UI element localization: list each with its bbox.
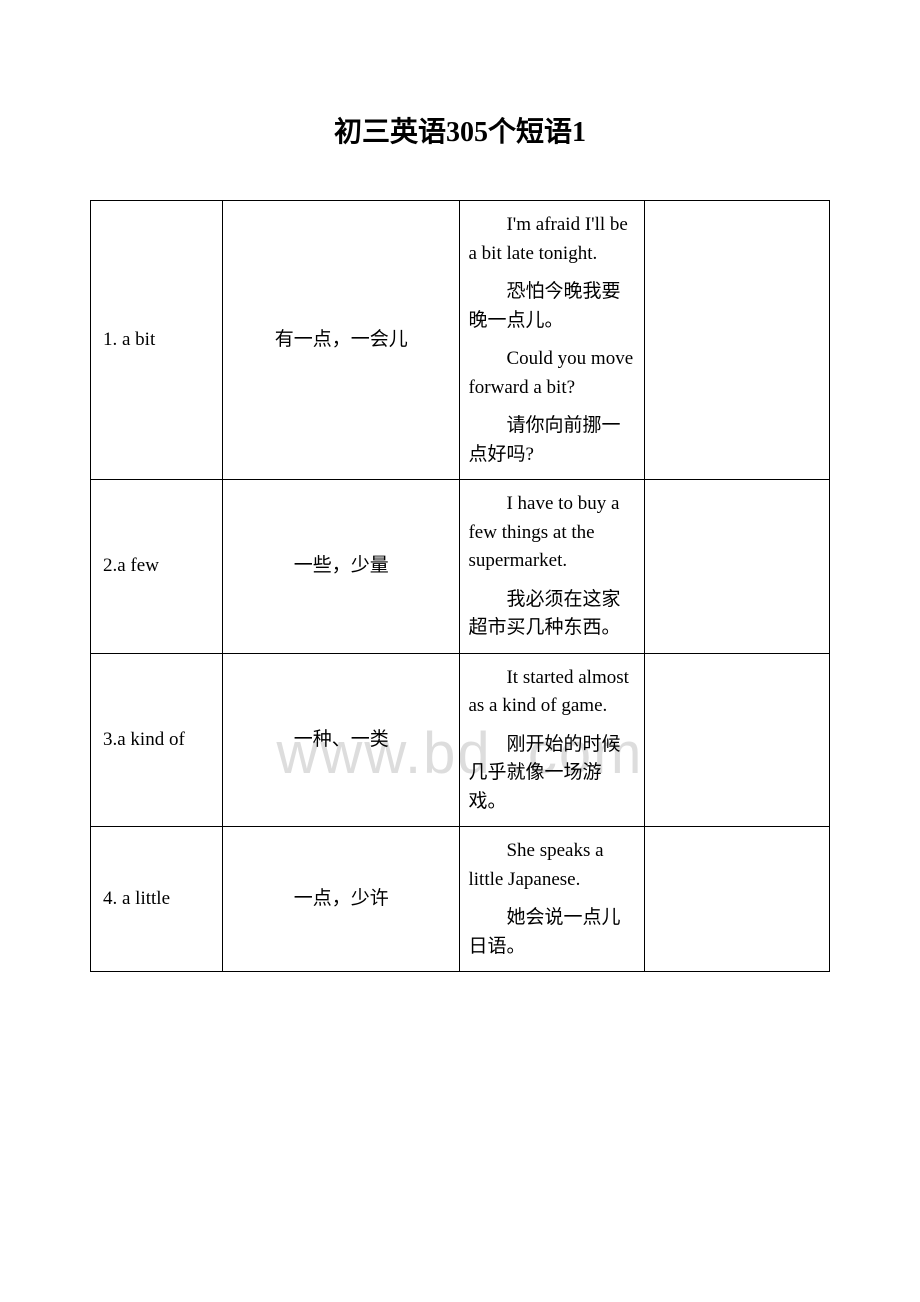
- phrase-cell: 3.a kind of: [91, 653, 223, 827]
- example-zh: 请你向前挪一点好吗?: [468, 412, 638, 469]
- phrases-table: 1. a bit 有一点，一会儿 I'm afraid I'll be a bi…: [90, 200, 830, 972]
- example-zh: 我必须在这家超市买几种东西。: [468, 586, 638, 643]
- example-cell: She speaks a little Japanese. 她会说一点儿日语。: [460, 827, 645, 972]
- example-zh: 她会说一点儿日语。: [468, 904, 638, 961]
- empty-cell: [645, 480, 830, 654]
- example-en: She speaks a little Japanese.: [468, 837, 638, 894]
- phrase-cell: 1. a bit: [91, 201, 223, 480]
- example-en: I'm afraid I'll be a bit late tonight.: [468, 211, 638, 268]
- example-zh: 恐怕今晚我要晚一点儿。: [468, 278, 638, 335]
- example-zh: 刚开始的时候几乎就像一场游戏。: [468, 731, 638, 817]
- meaning-cell: 一些，少量: [222, 480, 460, 654]
- example-en: It started almost as a kind of game.: [468, 664, 638, 721]
- table-row: 3.a kind of 一种、一类 It started almost as a…: [91, 653, 830, 827]
- example-cell: It started almost as a kind of game. 刚开始…: [460, 653, 645, 827]
- example-en: Could you move forward a bit?: [468, 345, 638, 402]
- meaning-cell: 一点，少许: [222, 827, 460, 972]
- empty-cell: [645, 653, 830, 827]
- meaning-cell: 一种、一类: [222, 653, 460, 827]
- table-row: 4. a little 一点，少许 She speaks a little Ja…: [91, 827, 830, 972]
- meaning-cell: 有一点，一会儿: [222, 201, 460, 480]
- phrase-cell: 4. a little: [91, 827, 223, 972]
- phrase-cell: 2.a few: [91, 480, 223, 654]
- table-row: 2.a few 一些，少量 I have to buy a few things…: [91, 480, 830, 654]
- page-title: 初三英语305个短语1: [90, 110, 830, 150]
- example-en: I have to buy a few things at the superm…: [468, 490, 638, 576]
- table-row: 1. a bit 有一点，一会儿 I'm afraid I'll be a bi…: [91, 201, 830, 480]
- empty-cell: [645, 201, 830, 480]
- empty-cell: [645, 827, 830, 972]
- example-cell: I have to buy a few things at the superm…: [460, 480, 645, 654]
- example-cell: I'm afraid I'll be a bit late tonight. 恐…: [460, 201, 645, 480]
